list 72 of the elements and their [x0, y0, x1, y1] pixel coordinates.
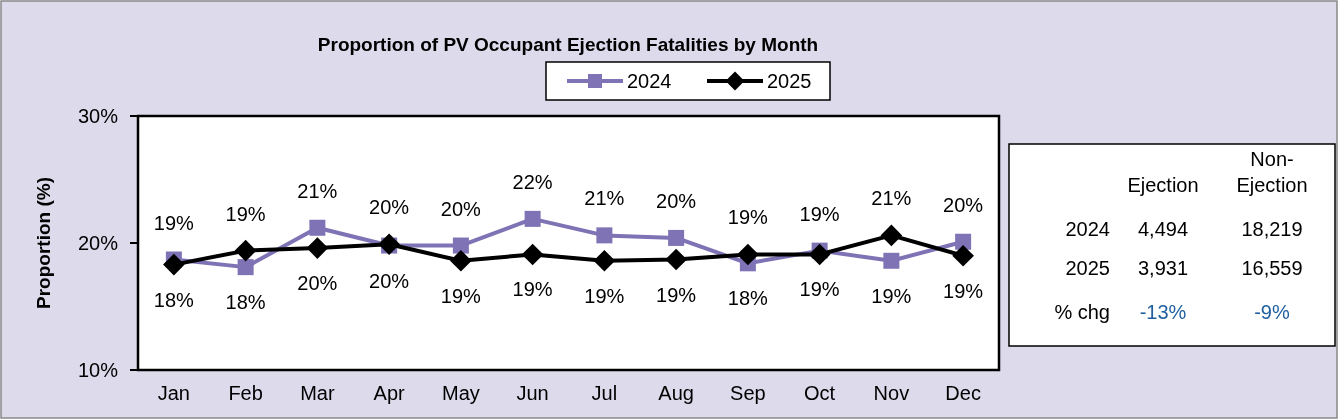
point	[524, 210, 541, 227]
data-label: 20%	[369, 196, 410, 219]
point	[883, 252, 900, 269]
text: 3,931	[1137, 257, 1189, 279]
point	[237, 259, 254, 276]
point	[952, 244, 974, 267]
data-label: 19%	[656, 283, 697, 306]
data-label: 18%	[153, 288, 195, 311]
point	[450, 249, 472, 272]
data-label: 19%	[584, 284, 625, 307]
text: -13%	[1139, 301, 1187, 323]
legend-label: 2025	[767, 70, 812, 92]
point	[593, 249, 616, 272]
data-label: 20%	[369, 269, 410, 292]
point	[808, 243, 831, 266]
category-label: 2025	[1065, 257, 1110, 279]
x-tick-label: Aug	[658, 382, 694, 404]
data-label: 21%	[297, 179, 338, 202]
x-tick-label: Sep	[730, 382, 766, 404]
x-tick-label: Nov	[873, 382, 910, 404]
x-tick-label: Dec	[945, 382, 981, 404]
chart-title: Proportion of PV Occupant Ejection Fatalities by Month	[317, 34, 819, 55]
data-label: 19%	[512, 278, 553, 301]
data-label: 20%	[943, 193, 984, 216]
text: -9%	[1254, 301, 1290, 323]
point	[521, 243, 544, 266]
point	[596, 227, 613, 244]
y-tick-label: 20%	[77, 232, 119, 254]
data-label: 19%	[943, 279, 984, 302]
category-label: % chg	[1054, 301, 1110, 323]
data-label: 18%	[727, 287, 769, 310]
y-tick-label: 10%	[77, 359, 119, 381]
x-tick-label: Jan	[157, 382, 190, 404]
text: 4,494	[1137, 218, 1189, 240]
legend-label: 2024	[627, 70, 672, 92]
data-label: 19%	[225, 202, 266, 225]
point	[668, 229, 685, 246]
point	[163, 253, 185, 276]
data-label: 19%	[153, 211, 195, 234]
text: 18,219	[1241, 218, 1303, 240]
data-label: 22%	[512, 170, 553, 193]
category-label: Non-Ejection	[1236, 148, 1308, 196]
data-label: 20%	[440, 197, 482, 220]
data-label: 18%	[225, 291, 266, 314]
y-tick-label: 30%	[77, 105, 119, 127]
point	[452, 237, 469, 254]
data-label: 20%	[297, 272, 338, 295]
data-label: 19%	[799, 202, 840, 225]
data-label: 19%	[440, 284, 482, 307]
data-label: 21%	[584, 187, 625, 210]
x-tick-label: Feb	[228, 382, 263, 404]
data-label: 19%	[799, 278, 840, 301]
x-tick-label: Jun	[516, 382, 549, 404]
data-label: 19%	[871, 284, 912, 307]
point	[737, 243, 759, 266]
data-label: 21%	[871, 187, 912, 210]
x-tick-label: Apr	[373, 382, 406, 404]
x-tick-label: May	[441, 382, 480, 404]
data-label: 20%	[656, 189, 697, 212]
category-label: Ejection	[1127, 174, 1199, 196]
point	[306, 237, 329, 259]
x-tick-label: Oct	[804, 382, 836, 404]
x-tick-label: Mar	[300, 382, 335, 404]
y-axis-title: Proportion (%)	[33, 177, 54, 309]
category-label: 2024	[1065, 218, 1110, 240]
text: 16,559	[1241, 257, 1303, 279]
point	[665, 248, 687, 271]
point	[309, 219, 326, 236]
x-tick-label: Jul	[591, 382, 618, 404]
point	[880, 224, 903, 247]
data-label: 19%	[727, 206, 769, 229]
point	[234, 239, 257, 262]
